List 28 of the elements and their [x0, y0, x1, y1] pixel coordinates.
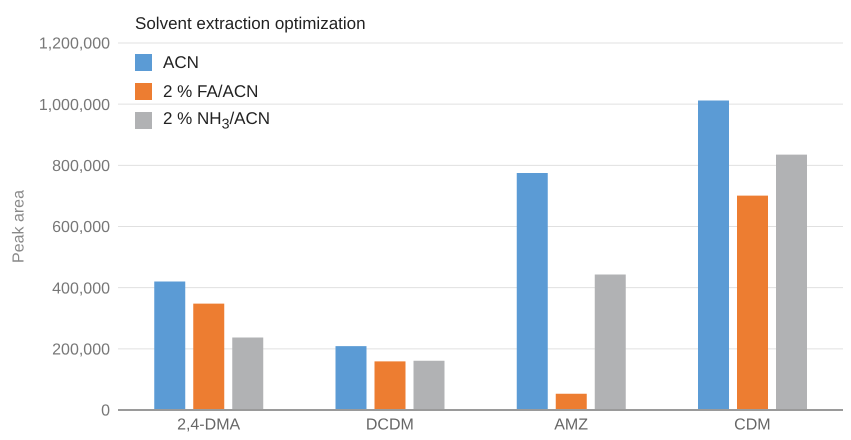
- y-tick-label: 1,200,000: [38, 36, 110, 53]
- bar: [374, 361, 406, 410]
- legend-label: ACN: [163, 52, 199, 72]
- y-tick-label: 200,000: [52, 342, 110, 359]
- y-tick-label: 800,000: [52, 158, 110, 176]
- y-tick-label: 400,000: [52, 280, 110, 298]
- legend-label: 2 % FA/ACN: [163, 82, 258, 102]
- legend-label: 2 % NH$_{3}$/ACN: [163, 108, 270, 132]
- bar: [232, 338, 264, 410]
- x-tick-label: AMZ: [554, 416, 588, 434]
- bar: [776, 154, 807, 410]
- bar: [516, 172, 548, 410]
- y-tick-label: 0: [101, 402, 110, 420]
- bar: [154, 282, 186, 410]
- y-axis-title: Peak area: [10, 190, 28, 263]
- bar: [594, 274, 626, 410]
- chart-title: Solvent extraction optimization: [135, 14, 366, 34]
- bar: [737, 196, 768, 410]
- x-tick-label: CDM: [734, 416, 771, 434]
- bar: [414, 360, 444, 410]
- y-tick-label: 1,000,000: [38, 96, 110, 114]
- x-tick-label: 2,4-DMA: [177, 416, 241, 434]
- x-tick-label: DCDM: [366, 416, 414, 434]
- bar: [336, 346, 366, 410]
- y-tick-label: 600,000: [52, 219, 110, 236]
- bar: [556, 394, 587, 410]
- bar: [193, 304, 224, 410]
- bar: [698, 100, 729, 410]
